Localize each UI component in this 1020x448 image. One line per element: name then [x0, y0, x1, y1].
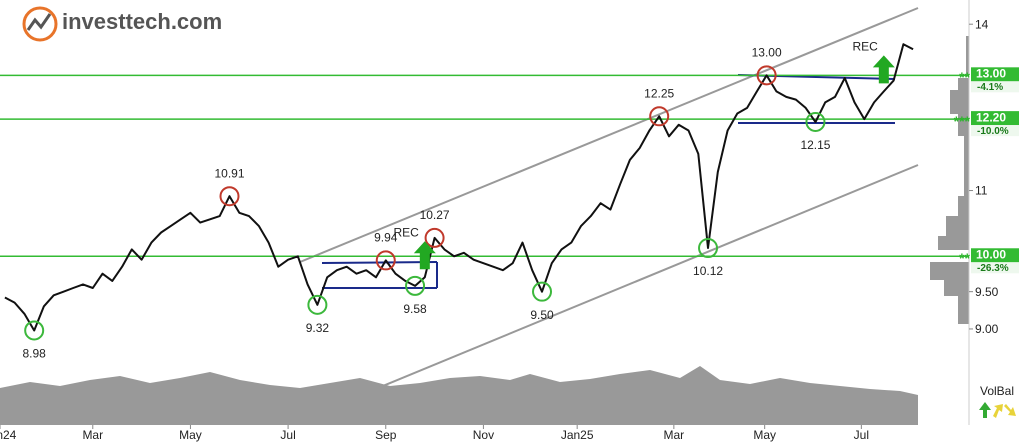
pivot-label: 9.50	[530, 308, 554, 322]
pivot-circle	[532, 281, 553, 302]
level-change: -4.1%	[977, 82, 1003, 93]
x-tick-label: May	[179, 428, 202, 442]
level-change: -10.0%	[977, 126, 1009, 137]
x-tick-label: Jan25	[561, 428, 594, 442]
y-tick-label: 9.50	[975, 285, 999, 299]
price-line	[4, 43, 914, 332]
level-change-box	[971, 262, 1019, 274]
pivot-label: 12.25	[644, 86, 674, 100]
level-box	[971, 67, 1019, 82]
signal-arrow	[413, 241, 436, 270]
level-change-box	[971, 81, 1019, 93]
x-tick-label: Sep	[375, 428, 397, 442]
level-stars: ***	[954, 113, 971, 129]
level-box	[971, 111, 1019, 126]
pivot-circle	[698, 238, 719, 259]
level-change-box	[971, 125, 1019, 137]
volume-area	[0, 366, 918, 425]
pivot-circle	[649, 106, 670, 127]
pivot-label: 12.15	[800, 138, 830, 152]
pivot-label: 10.91	[214, 166, 244, 180]
pivot-circle	[756, 65, 777, 86]
pivot-circle	[24, 320, 45, 341]
logo: investtech.com	[22, 6, 222, 42]
volume-profile	[930, 36, 969, 324]
level-label: 10.00	[976, 247, 1006, 261]
indicator-icons	[979, 402, 1016, 418]
x-tick-label: Jul	[280, 428, 295, 442]
level-label: 13.00	[976, 66, 1006, 80]
indicator-label: VolBal	[980, 384, 1014, 398]
pivot-label: 8.98	[23, 347, 47, 361]
y-tick-label: 14	[975, 17, 989, 31]
pivot-label: 10.12	[693, 264, 723, 278]
x-tick-label: Mar	[664, 428, 685, 442]
x-tick-label: May	[753, 428, 776, 442]
pivot-circle	[375, 250, 396, 271]
level-change: -26.3%	[977, 263, 1009, 274]
pivot-circle	[307, 294, 328, 315]
pivot-label: 10.27	[420, 208, 450, 222]
x-tick-label: Nov	[473, 428, 494, 442]
pivot-label: 9.58	[403, 302, 427, 316]
y-tick-label: 11	[975, 184, 988, 198]
level-stars: **	[959, 250, 970, 266]
pivot-label: 9.32	[306, 321, 330, 335]
signal-label: REC	[393, 225, 419, 239]
trend-upper	[299, 7, 919, 263]
signal-label: REC	[852, 40, 878, 54]
level-box	[971, 248, 1019, 263]
pivot-circle	[805, 111, 826, 132]
pivot-circle	[405, 275, 426, 296]
logo-text: investtech.com	[62, 9, 222, 34]
level-label: 12.20	[976, 110, 1006, 124]
trend-lower	[377, 164, 919, 389]
x-tick-label: Jan24	[0, 428, 17, 442]
pivot-circle	[219, 186, 240, 207]
pivot-circle	[424, 227, 445, 248]
x-tick-label: Jul	[854, 428, 869, 442]
level-stars: **	[959, 69, 970, 85]
pivot-label: 13.00	[752, 45, 782, 59]
y-tick-label: 9.00	[975, 322, 999, 336]
x-tick-label: Mar	[82, 428, 103, 442]
pivot-label: 9.94	[374, 231, 398, 245]
signal-arrow	[872, 55, 895, 84]
